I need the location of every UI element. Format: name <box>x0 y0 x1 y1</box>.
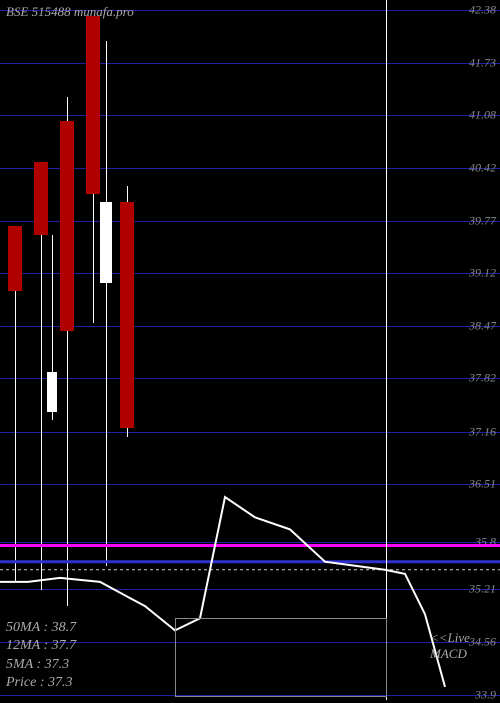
candle-body <box>120 202 134 428</box>
ma-info-line: 12MA : 37.7 <box>6 637 76 655</box>
grid-line <box>0 221 500 222</box>
ma-info-line: Price : 37.3 <box>6 674 76 692</box>
y-axis-label: 37.16 <box>469 424 496 439</box>
grid-line <box>0 63 500 64</box>
y-axis-label: 42.38 <box>469 3 496 18</box>
candle-body <box>60 121 74 331</box>
candle-body <box>47 372 57 412</box>
grid-line <box>0 273 500 274</box>
grid-line <box>0 542 500 543</box>
stock-chart: 42.38 41.73 41.08 40.42 39.77 39.12 38.47 37.82… <box>0 0 500 700</box>
y-axis-label: 37.82 <box>469 371 496 386</box>
grid-line <box>0 326 500 327</box>
y-axis-label: 41.73 <box>469 55 496 70</box>
y-axis-label: 36.51 <box>469 477 496 492</box>
live-macd-label: <<LiveMACD <box>430 630 470 661</box>
candle-body <box>34 162 48 235</box>
y-axis-label: 40.42 <box>469 161 496 176</box>
y-axis-label: 35.8 <box>475 534 496 549</box>
live-label-line: <<Live <box>430 630 470 646</box>
line-overlay <box>0 0 500 700</box>
y-axis-label: 41.08 <box>469 108 496 123</box>
y-axis-label: 33.9 <box>475 688 496 703</box>
candle-body <box>100 202 112 283</box>
candle-body <box>8 226 22 291</box>
grid-line <box>0 589 500 590</box>
y-axis-label: 34.56 <box>469 634 496 649</box>
y-axis-label: 39.77 <box>469 213 496 228</box>
vertical-marker <box>386 0 387 700</box>
grid-line <box>0 432 500 433</box>
ma-info-line: 5MA : 37.3 <box>6 656 76 674</box>
y-axis-label: 35.21 <box>469 582 496 597</box>
grid-line <box>0 484 500 485</box>
candle-wick <box>106 41 107 566</box>
selection-box <box>175 618 387 697</box>
y-axis-label: 38.47 <box>469 318 496 333</box>
ma-info-line: 50MA : 38.7 <box>6 619 76 637</box>
candle-body <box>86 16 100 194</box>
chart-title: BSE 515488 munafa.pro <box>6 4 134 20</box>
grid-line <box>0 115 500 116</box>
live-label-line: MACD <box>430 646 470 662</box>
grid-line <box>0 378 500 379</box>
y-axis-label: 39.12 <box>469 266 496 281</box>
grid-line <box>0 168 500 169</box>
ma-info-overlay: 50MA : 38.712MA : 37.75MA : 37.3Price : … <box>6 619 76 692</box>
